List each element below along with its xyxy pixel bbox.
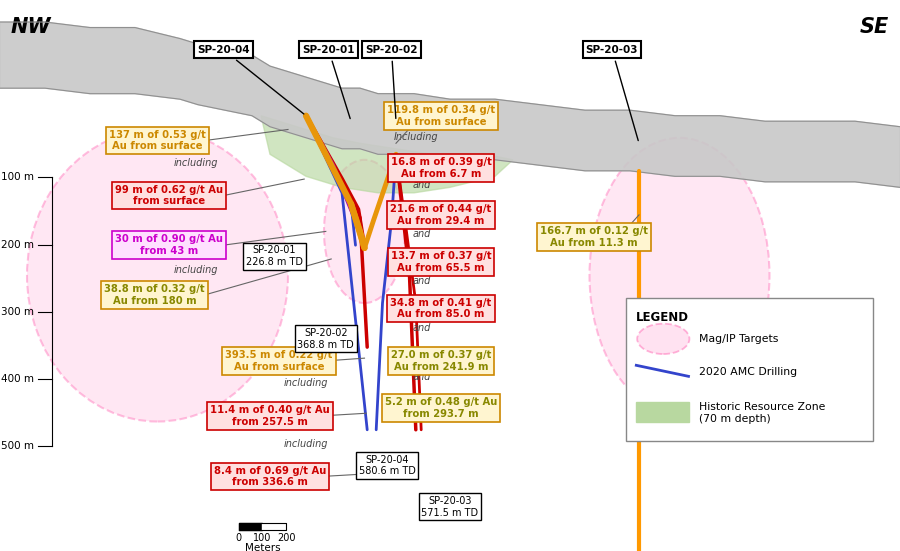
Text: and: and [413,229,431,239]
Ellipse shape [324,160,405,303]
Text: 400 m: 400 m [1,374,34,384]
Text: and: and [187,301,205,311]
Text: 8.4 m of 0.69 g/t Au
from 336.6 m: 8.4 m of 0.69 g/t Au from 336.6 m [214,466,326,488]
Text: Meters: Meters [245,543,280,551]
Text: 119.8 m of 0.34 g/t
Au from surface: 119.8 m of 0.34 g/t Au from surface [387,105,495,127]
Text: Historic Resource Zone
(70 m depth): Historic Resource Zone (70 m depth) [699,402,825,424]
Text: including: including [174,265,219,275]
Text: Including: Including [393,132,438,142]
Text: SP-20-02: SP-20-02 [365,45,418,118]
Text: 166.7 m of 0.12 g/t
Au from 11.3 m: 166.7 m of 0.12 g/t Au from 11.3 m [540,226,648,248]
Text: SP-20-01: SP-20-01 [302,45,355,118]
Text: LEGEND: LEGEND [636,311,689,325]
Text: 2020 AMC Drilling: 2020 AMC Drilling [699,367,797,377]
Text: SP-20-04: SP-20-04 [197,45,304,114]
Text: 137 m of 0.53 g/t
Au from surface: 137 m of 0.53 g/t Au from surface [109,129,206,152]
Text: and: and [413,276,431,286]
Text: 100: 100 [253,533,271,543]
Text: 200 m: 200 m [1,240,34,250]
Text: including: including [284,439,328,449]
Ellipse shape [590,138,770,413]
Polygon shape [261,116,513,193]
Ellipse shape [637,324,689,354]
Text: and: and [413,323,431,333]
Bar [626,298,873,441]
Text: 100 m: 100 m [1,172,34,182]
Text: 11.4 m of 0.40 g/t Au
from 257.5 m: 11.4 m of 0.40 g/t Au from 257.5 m [210,405,330,427]
Text: 27.0 m of 0.37 g/t
Au from 241.9 m: 27.0 m of 0.37 g/t Au from 241.9 m [391,350,491,372]
Text: SP-20-03: SP-20-03 [586,45,638,141]
Text: 393.5 m of 0.22 g/t
Au from surface: 393.5 m of 0.22 g/t Au from surface [225,350,333,372]
Text: including: including [284,378,328,388]
Text: 0: 0 [236,533,241,543]
Text: SP-20-01
226.8 m TD: SP-20-01 226.8 m TD [246,245,303,267]
Text: 34.8 m of 0.41 g/t
Au from 85.0 m: 34.8 m of 0.41 g/t Au from 85.0 m [391,298,491,320]
Text: 200: 200 [277,533,295,543]
Text: SP-20-02
368.8 m TD: SP-20-02 368.8 m TD [297,328,355,350]
Text: 13.7 m of 0.37 g/t
Au from 65.5 m: 13.7 m of 0.37 g/t Au from 65.5 m [391,251,491,273]
Text: and: and [413,372,431,382]
Text: 300 m: 300 m [1,307,34,317]
Text: SP-20-03
571.5 m TD: SP-20-03 571.5 m TD [421,496,479,518]
Text: including: including [174,158,219,168]
Text: SE: SE [860,17,889,36]
Text: 99 m of 0.62 g/t Au
from surface: 99 m of 0.62 g/t Au from surface [115,185,223,207]
Text: 16.8 m of 0.39 g/t
Au from 6.7 m: 16.8 m of 0.39 g/t Au from 6.7 m [391,157,491,179]
Text: Mag/IP Targets: Mag/IP Targets [699,334,778,344]
Text: SP-20-04
580.6 m TD: SP-20-04 580.6 m TD [358,455,416,477]
Ellipse shape [27,129,288,422]
Text: 5.2 m of 0.48 g/t Au
from 293.7 m: 5.2 m of 0.48 g/t Au from 293.7 m [385,397,497,419]
Text: NW: NW [11,17,51,36]
Text: 30 m of 0.90 g/t Au
from 43 m: 30 m of 0.90 g/t Au from 43 m [115,234,223,256]
Text: 500 m: 500 m [1,441,34,451]
Bar [636,402,688,422]
Text: 21.6 m of 0.44 g/t
Au from 29.4 m: 21.6 m of 0.44 g/t Au from 29.4 m [391,204,491,226]
Text: and: and [413,180,431,190]
Text: 38.8 m of 0.32 g/t
Au from 180 m: 38.8 m of 0.32 g/t Au from 180 m [104,284,205,306]
